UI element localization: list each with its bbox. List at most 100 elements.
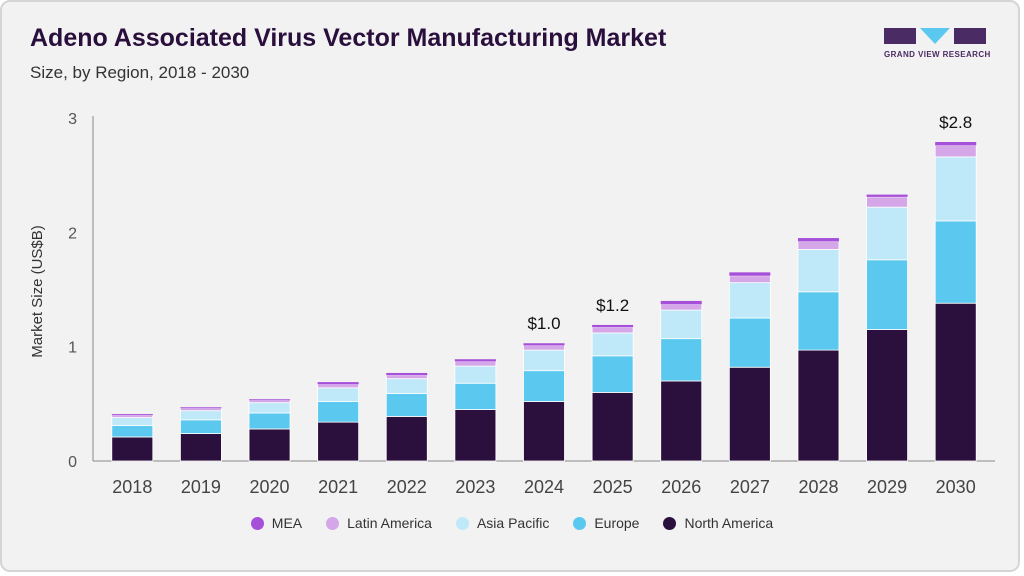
bar-segment-north-america — [866, 329, 908, 462]
brand-logo-text: GRAND VIEW RESEARCH — [884, 50, 991, 59]
legend-label: North America — [684, 515, 774, 531]
bar-segment-mea — [660, 300, 702, 305]
bar-segment-mea — [317, 382, 359, 385]
x-tick-label: 2030 — [936, 477, 976, 497]
brand-logo-icon — [884, 28, 986, 44]
bar-segment-asia-pacific — [866, 206, 908, 261]
legend-swatch — [573, 516, 587, 530]
bar-segment-europe — [728, 317, 771, 368]
bar-segment-europe — [248, 412, 291, 430]
bar-segment-north-america — [728, 366, 771, 462]
bar-segment-europe — [385, 393, 428, 417]
x-tick-label: 2027 — [730, 477, 770, 497]
bar-segment-latin-america — [934, 145, 977, 158]
bar-segment-asia-pacific — [728, 282, 771, 319]
bar-segment-europe — [934, 220, 977, 304]
bar-segment-asia-pacific — [317, 387, 360, 402]
chart-legend: MEA Latin America Asia Pacific Europe North … — [0, 515, 1024, 531]
bar-segment-asia-pacific — [797, 249, 840, 293]
chart-subtitle: Size, by Region, 2018 - 2030 — [30, 63, 250, 82]
legend-item: North America — [663, 515, 773, 531]
chart-title: Adeno Associated Virus Vector Manufactur… — [30, 24, 667, 52]
bar-segment-mea — [180, 407, 222, 409]
legend-swatch — [326, 516, 340, 530]
bar-segment-latin-america — [180, 408, 222, 412]
data-label: $2.8 — [939, 113, 972, 132]
bar-segment-north-america — [797, 349, 840, 462]
bar-segment-latin-america — [523, 345, 565, 351]
bar-segment-mea — [523, 343, 565, 346]
legend-swatch — [250, 516, 264, 530]
legend-label: Asia Pacific — [476, 515, 550, 531]
data-label: $1.2 — [596, 296, 629, 315]
bar-segment-north-america — [660, 380, 703, 462]
x-tick-label: 2023 — [455, 477, 495, 497]
x-tick-label: 2019 — [181, 477, 221, 497]
legend-label: Latin America — [347, 515, 432, 531]
bar-segment-asia-pacific — [385, 378, 428, 394]
bar-segment-mea — [935, 142, 977, 146]
bar-segment-north-america — [180, 433, 222, 462]
y-tick-label: 3 — [68, 111, 77, 128]
bar-segment-latin-america — [866, 196, 908, 208]
bar-segment-asia-pacific — [180, 410, 222, 421]
bar-segment-latin-america — [385, 374, 428, 380]
legend-item: MEA — [250, 515, 302, 531]
bar-segment-europe — [866, 259, 908, 330]
bar-segment-mea — [454, 359, 496, 362]
x-tick-label: 2026 — [661, 477, 701, 497]
bar-segment-europe — [660, 338, 703, 382]
bar-segment-latin-america — [728, 275, 771, 284]
legend-swatch — [455, 516, 469, 530]
legend-label: Europe — [594, 515, 640, 531]
bar-segment-europe — [111, 425, 154, 438]
bar-segment-europe — [591, 355, 634, 393]
bar-segment-latin-america — [317, 383, 360, 389]
x-tick-label: 2029 — [867, 477, 907, 497]
bar-segment-mea — [249, 399, 291, 401]
x-tick-label: 2028 — [798, 477, 838, 497]
bar-segment-asia-pacific — [454, 365, 497, 384]
bar-segment-mea — [111, 414, 153, 416]
bar-segment-latin-america — [660, 303, 703, 311]
bar-segment-mea — [797, 238, 839, 242]
bar-segment-europe — [797, 291, 840, 351]
bar-segment-latin-america — [591, 326, 634, 334]
bar-segment-europe — [454, 382, 497, 410]
y-axis-label: Market Size (US$B) — [29, 225, 46, 358]
data-label: $1.0 — [527, 314, 560, 333]
x-tick-label: 2025 — [593, 477, 633, 497]
bar-segment-north-america — [317, 421, 360, 462]
bar-segment-north-america — [523, 401, 565, 462]
bar-segment-asia-pacific — [591, 332, 634, 357]
x-tick-label: 2020 — [250, 477, 290, 497]
bar-segment-asia-pacific — [248, 402, 291, 414]
bar-segment-north-america — [934, 302, 977, 462]
bar-segment-mea — [386, 372, 428, 376]
bar-segment-north-america — [111, 436, 154, 462]
x-tick-label: 2021 — [318, 477, 358, 497]
y-tick-label: 0 — [68, 454, 77, 471]
x-tick-label: 2024 — [524, 477, 564, 497]
bar-segment-asia-pacific — [111, 417, 154, 426]
bar-segment-europe — [523, 370, 565, 402]
bar-segment-north-america — [591, 391, 634, 462]
legend-swatch — [663, 516, 677, 530]
bar-segment-mea — [592, 324, 634, 328]
bar-segment-asia-pacific — [660, 309, 703, 340]
y-tick-label: 1 — [68, 340, 77, 357]
legend-item: Latin America — [326, 515, 432, 531]
bar-segment-asia-pacific — [934, 156, 977, 222]
x-tick-label: 2018 — [112, 477, 152, 497]
bar-segment-latin-america — [111, 414, 154, 418]
bar-segment-latin-america — [454, 361, 497, 367]
bar-segment-latin-america — [797, 241, 840, 250]
bar-segment-north-america — [385, 416, 428, 462]
bar-segment-mea — [729, 272, 771, 276]
legend-item: Asia Pacific — [455, 515, 550, 531]
y-tick-label: 2 — [68, 225, 77, 242]
bar-segment-latin-america — [248, 400, 291, 404]
bar-segment-asia-pacific — [523, 349, 565, 372]
